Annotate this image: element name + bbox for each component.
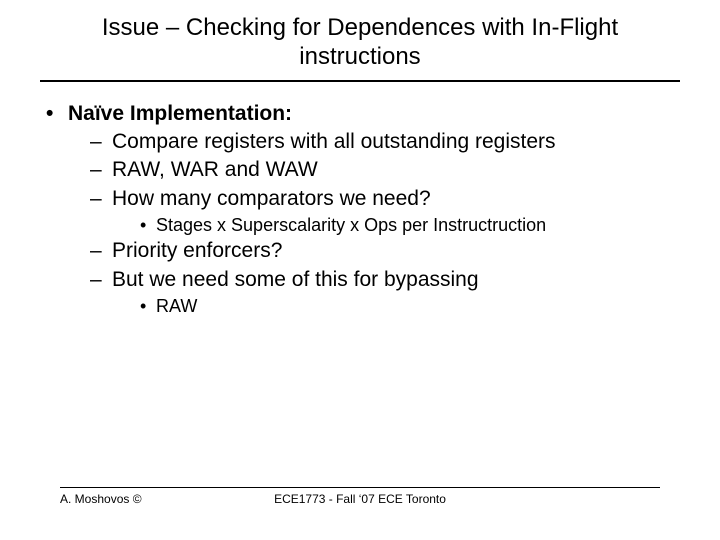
bullet-text: But we need some of this for bypassing — [112, 268, 479, 291]
bullet-l2: How many comparators we need? — [90, 185, 680, 213]
bullet-l2: But we need some of this for bypassing — [90, 266, 680, 294]
bullet-text: RAW, WAR and WAW — [112, 158, 318, 181]
bullet-text: Compare registers with all outstanding r… — [112, 130, 556, 153]
bullet-text: Stages x Superscalarity x Ops per Instru… — [156, 215, 546, 235]
bullet-text: RAW — [156, 296, 197, 316]
bullet-text: Priority enforcers? — [112, 239, 282, 262]
slide-footer: A. Moshovos © ECE1773 - Fall ‘07 ECE Tor… — [60, 487, 660, 506]
bullet-l3: Stages x Superscalarity x Ops per Instru… — [140, 213, 680, 237]
slide: Issue – Checking for Dependences with In… — [0, 0, 720, 540]
slide-content: Naïve Implementation: Compare registers … — [40, 100, 680, 319]
title-line-2: instructions — [299, 43, 420, 70]
bullet-text: Naïve Implementation: — [68, 102, 292, 125]
bullet-l2: Priority enforcers? — [90, 237, 680, 265]
footer-author: A. Moshovos © — [60, 492, 142, 506]
footer-course: ECE1773 - Fall ‘07 ECE Toronto — [60, 492, 660, 506]
bullet-l3: RAW — [140, 294, 680, 318]
title-line-1: Issue – Checking for Dependences with In… — [102, 14, 618, 41]
bullet-l2: Compare registers with all outstanding r… — [90, 128, 680, 156]
bullet-l1: Naïve Implementation: — [46, 100, 680, 128]
slide-title: Issue – Checking for Dependences with In… — [40, 14, 680, 82]
bullet-text: How many comparators we need? — [112, 187, 431, 210]
bullet-l2: RAW, WAR and WAW — [90, 156, 680, 184]
